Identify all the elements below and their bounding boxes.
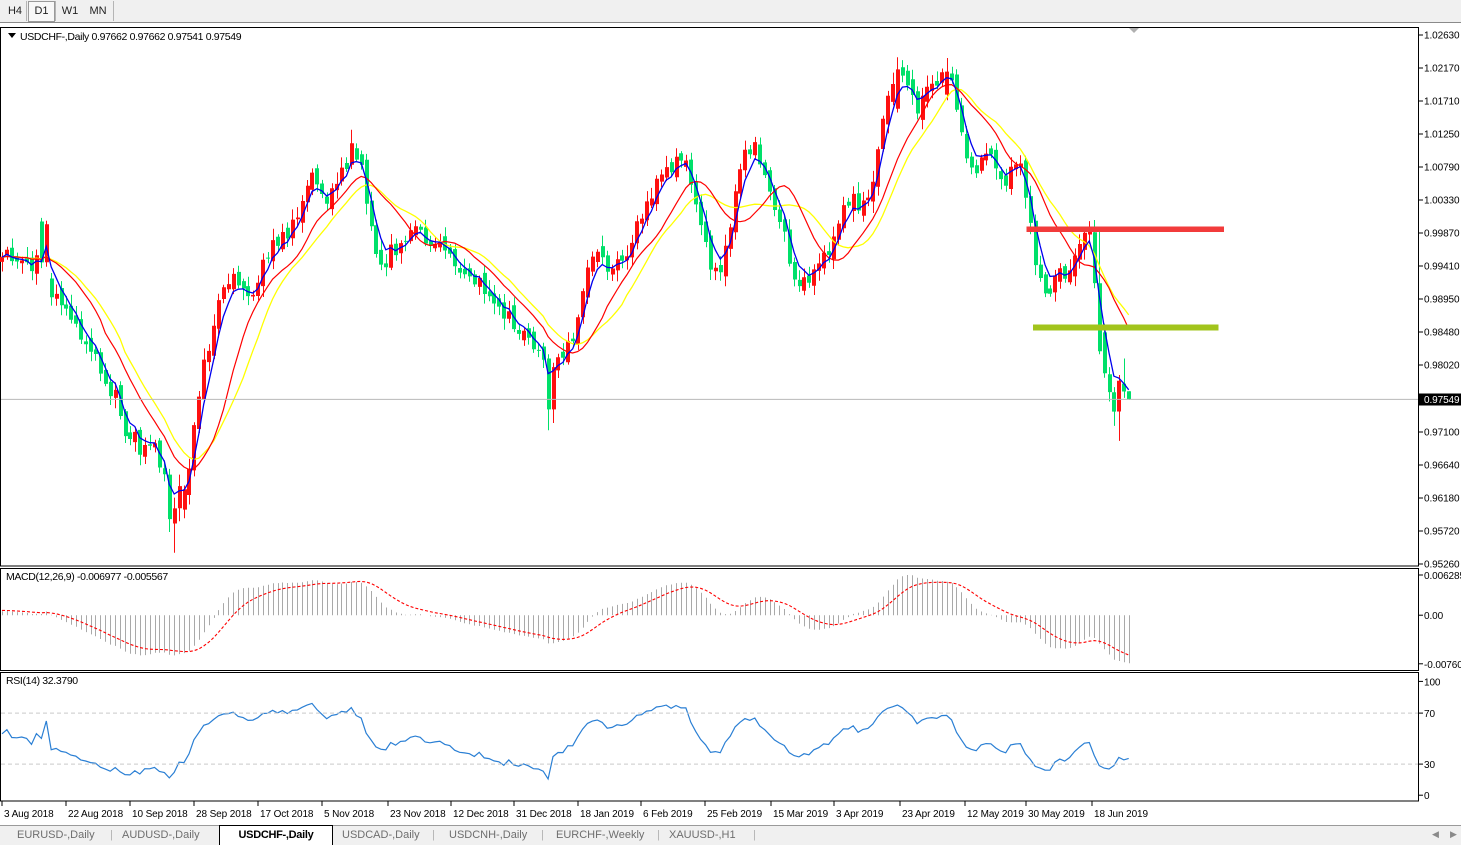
svg-text:22 Aug 2018: 22 Aug 2018 <box>68 809 124 820</box>
svg-text:3 Apr 2019: 3 Apr 2019 <box>836 809 884 820</box>
svg-text:28 Sep 2018: 28 Sep 2018 <box>196 809 252 820</box>
svg-text:0.98020: 0.98020 <box>1424 361 1460 372</box>
svg-text:18 Jan 2019: 18 Jan 2019 <box>580 809 634 820</box>
svg-text:100: 100 <box>1424 677 1441 688</box>
svg-text:18 Jun 2019: 18 Jun 2019 <box>1094 809 1148 820</box>
svg-text:0.95720: 0.95720 <box>1424 527 1460 538</box>
svg-text:12 Dec 2018: 12 Dec 2018 <box>453 809 509 820</box>
svg-text:USDCHF-,Daily 0.97662 0.97662: USDCHF-,Daily 0.97662 0.97662 0.97541 0.… <box>20 31 242 43</box>
svg-text:0.96640: 0.96640 <box>1424 461 1460 472</box>
svg-text:MACD(12,26,9) -0.006977 -0.005: MACD(12,26,9) -0.006977 -0.005567 <box>6 571 168 583</box>
svg-text:-0.007609: -0.007609 <box>1424 660 1461 671</box>
svg-text:30 May 2019: 30 May 2019 <box>1028 809 1085 820</box>
svg-text:6 Feb 2019: 6 Feb 2019 <box>643 809 693 820</box>
svg-text:0.98480: 0.98480 <box>1424 328 1460 339</box>
svg-text:23 Apr 2019: 23 Apr 2019 <box>902 809 955 820</box>
svg-text:70: 70 <box>1424 709 1435 720</box>
svg-text:1.02170: 1.02170 <box>1424 64 1460 75</box>
svg-text:0.99410: 0.99410 <box>1424 262 1460 273</box>
svg-text:0.99870: 0.99870 <box>1424 229 1460 240</box>
svg-text:12 May 2019: 12 May 2019 <box>967 809 1024 820</box>
svg-text:1.00790: 1.00790 <box>1424 163 1460 174</box>
svg-text:10 Sep 2018: 10 Sep 2018 <box>132 809 188 820</box>
svg-text:15 Mar 2019: 15 Mar 2019 <box>773 809 829 820</box>
svg-text:0.006285: 0.006285 <box>1424 571 1461 582</box>
svg-text:0.96180: 0.96180 <box>1424 494 1460 505</box>
svg-text:30: 30 <box>1424 760 1435 771</box>
svg-text:1.01250: 1.01250 <box>1424 130 1460 141</box>
svg-text:5 Nov 2018: 5 Nov 2018 <box>324 809 375 820</box>
svg-text:17 Oct 2018: 17 Oct 2018 <box>260 809 314 820</box>
svg-text:0.00: 0.00 <box>1424 611 1444 622</box>
svg-text:25 Feb 2019: 25 Feb 2019 <box>707 809 763 820</box>
svg-text:1.02630: 1.02630 <box>1424 31 1460 42</box>
svg-text:0: 0 <box>1424 791 1430 802</box>
svg-text:0.97549: 0.97549 <box>1424 395 1460 406</box>
svg-text:0.98950: 0.98950 <box>1424 295 1460 306</box>
svg-text:1.00330: 1.00330 <box>1424 196 1460 207</box>
svg-text:31 Dec 2018: 31 Dec 2018 <box>516 809 572 820</box>
svg-text:0.97100: 0.97100 <box>1424 428 1460 439</box>
svg-text:3 Aug 2018: 3 Aug 2018 <box>4 809 54 820</box>
svg-text:23 Nov 2018: 23 Nov 2018 <box>390 809 446 820</box>
svg-text:RSI(14) 32.3790: RSI(14) 32.3790 <box>6 675 78 687</box>
svg-text:1.01710: 1.01710 <box>1424 97 1460 108</box>
svg-text:0.95260: 0.95260 <box>1424 560 1460 571</box>
